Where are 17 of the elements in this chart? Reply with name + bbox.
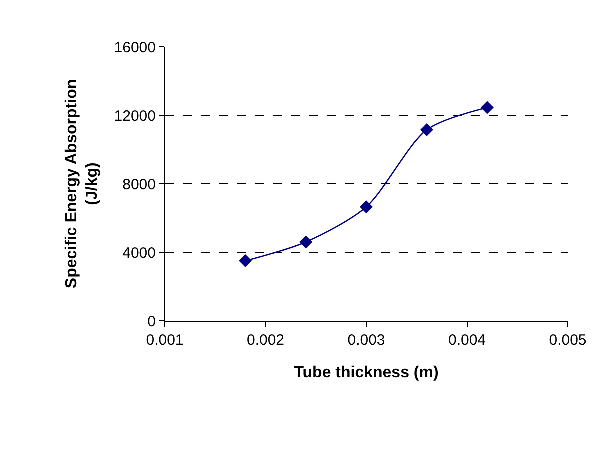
- point: [300, 236, 313, 249]
- y-tick-label: 4000: [122, 244, 156, 262]
- y-tick-label: 0: [148, 313, 156, 330]
- point: [239, 254, 252, 268]
- y-tick-label: 16000: [114, 39, 156, 56]
- point: [480, 101, 494, 114]
- x-axis-title: Tube thickness (m): [294, 364, 439, 382]
- y-tick-label: 8000: [122, 176, 156, 194]
- x-tick-label: 0.001: [146, 332, 184, 349]
- point: [420, 124, 434, 137]
- x-tick-label: 0.003: [348, 332, 386, 349]
- x-tick-label: 0.002: [246, 332, 285, 349]
- y-axis-title: Specific Energy Absorption (J/kg): [63, 79, 102, 289]
- x-tick-label: 0.005: [549, 332, 587, 349]
- point: [360, 200, 373, 214]
- y-tick-label: 12000: [114, 108, 156, 125]
- x-tick-label: 0.004: [448, 332, 486, 349]
